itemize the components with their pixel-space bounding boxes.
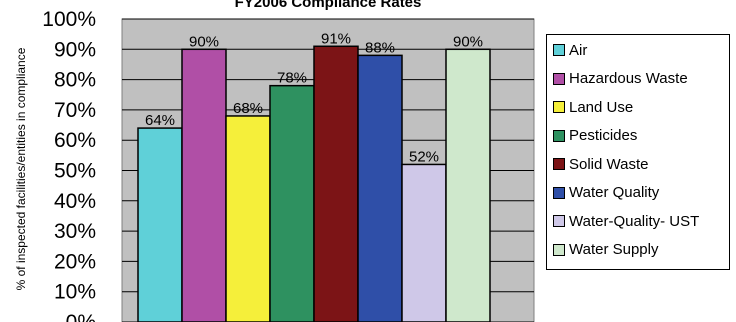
data-label: 52% xyxy=(409,148,439,165)
legend-label: Solid Waste xyxy=(569,155,649,173)
legend-item: Water Quality xyxy=(553,183,659,203)
bars xyxy=(137,45,491,322)
data-label: 90% xyxy=(189,33,219,50)
y-tick-label: 90% xyxy=(54,38,96,61)
chart-title: FY2006 Compliance Rates xyxy=(235,0,422,11)
legend-item: Hazardous Waste xyxy=(553,69,688,89)
legend-swatch xyxy=(553,101,565,113)
y-tick-label: 80% xyxy=(54,69,96,92)
legend-swatch xyxy=(553,158,565,170)
y-tick-label: 0% xyxy=(66,311,96,322)
legend-swatch xyxy=(553,44,565,56)
legend-item: Land Use xyxy=(553,97,633,117)
legend-item: Air xyxy=(553,40,587,60)
legend-item: Water Supply xyxy=(553,240,658,260)
data-labels: 64% 90% 68% 78% 91% 88% 52% 90% xyxy=(145,30,483,165)
legend-label: Hazardous Waste xyxy=(569,70,688,87)
legend-label: Pesticides xyxy=(569,127,638,144)
legend-swatch xyxy=(553,215,565,227)
bar xyxy=(401,163,447,322)
legend-item: Pesticides xyxy=(553,126,637,146)
legend-swatch xyxy=(553,186,565,199)
legend: Air Hazardous Waste Land Use Pesticides Soli… xyxy=(546,34,730,270)
data-label: 88% xyxy=(365,39,395,56)
data-label: 90% xyxy=(453,33,483,50)
data-label: 78% xyxy=(277,70,307,87)
legend-label: Land Use xyxy=(569,98,634,116)
legend-item: Water-Quality- UST xyxy=(553,211,699,231)
legend-swatch xyxy=(553,72,565,85)
legend-label: Water Quality xyxy=(569,184,660,201)
bar xyxy=(445,48,491,322)
y-tick-label: 40% xyxy=(54,190,96,213)
y-axis-label: % of inspected facilities/entities in co… xyxy=(14,47,28,290)
bar xyxy=(313,45,359,322)
y-tick-label: 60% xyxy=(54,129,96,152)
data-label: 91% xyxy=(321,30,351,47)
legend-label: Air xyxy=(569,41,588,59)
y-tick-label: 50% xyxy=(54,160,96,183)
y-tick-label: 30% xyxy=(54,220,96,243)
bar xyxy=(269,84,315,322)
legend-swatch xyxy=(553,129,565,142)
y-axis-ticks: 0% 10% 20% 30% 40% 50% 60% 70% 80% 90% 100% xyxy=(42,8,96,322)
data-label: 68% xyxy=(233,100,263,117)
y-tick-label: 20% xyxy=(54,250,96,273)
legend-swatch xyxy=(553,243,565,256)
bar xyxy=(181,48,227,322)
legend-label: Water-Quality- UST xyxy=(569,212,700,230)
legend-label: Water Supply xyxy=(569,241,659,258)
bar xyxy=(137,127,183,322)
data-label: 64% xyxy=(145,112,175,129)
bar xyxy=(225,115,271,322)
y-tick-label: 70% xyxy=(54,99,96,122)
legend-item: Solid Waste xyxy=(553,154,648,174)
y-tick-label: 10% xyxy=(54,281,96,304)
y-tick-label: 100% xyxy=(42,8,96,31)
bar xyxy=(357,54,403,322)
